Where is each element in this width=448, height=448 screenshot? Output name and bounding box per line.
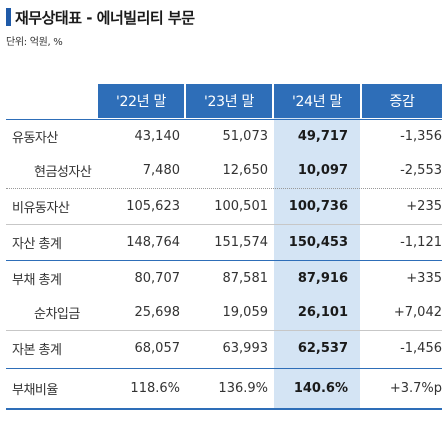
cell-2022: 25,698 <box>134 304 181 320</box>
cell-change: -1,456 <box>400 340 442 356</box>
section-divider <box>6 368 442 369</box>
cell-2023: 51,073 <box>222 128 269 144</box>
title-block: 재무상태표 - 에너빌리티 부문 <box>6 7 195 27</box>
row-divider <box>6 330 442 331</box>
cell-change: -2,553 <box>400 162 442 178</box>
title-accent-bar <box>6 8 11 26</box>
cell-2024: 100,736 <box>288 198 348 214</box>
table-row: 부채비율 118.6% 136.9% 140.6% +3.7%p <box>6 371 442 405</box>
cell-2023: 87,581 <box>222 270 269 286</box>
cell-2022: 68,057 <box>134 340 181 356</box>
cell-2023: 63,993 <box>222 340 269 356</box>
column-header-2023: '23년 말 <box>186 84 272 118</box>
cell-2022: 148,764 <box>126 234 180 250</box>
header-divider <box>6 119 442 120</box>
table-row: 부채 총계 80,707 87,581 87,916 +335 <box>6 261 442 295</box>
table-row: 유동자산 43,140 51,073 49,717 -1,356 <box>6 119 442 153</box>
row-label: 현금성자산 <box>34 164 92 180</box>
cell-2023: 136.9% <box>218 380 268 396</box>
cell-2022: 105,623 <box>126 198 180 214</box>
column-header-2024: '24년 말 <box>274 84 360 118</box>
page-title: 재무상태표 - 에너빌리티 부문 <box>15 8 195 27</box>
section-divider <box>6 260 442 261</box>
cell-2024: 140.6% <box>293 380 348 396</box>
cell-change: +335 <box>406 270 442 286</box>
cell-2024: 26,101 <box>297 304 348 320</box>
cell-2024: 10,097 <box>297 162 348 178</box>
table-row: 비유동자산 105,623 100,501 100,736 +235 <box>6 189 442 223</box>
table-bottom-border <box>6 408 442 410</box>
cell-change: +3.7%p <box>389 380 442 396</box>
row-label: 유동자산 <box>12 130 58 146</box>
current-year-highlight <box>274 118 360 410</box>
cell-change: +7,042 <box>393 304 442 320</box>
cell-2024: 62,537 <box>297 340 348 356</box>
cell-2024: 49,717 <box>297 128 348 144</box>
cell-change: -1,356 <box>400 128 442 144</box>
cell-2023: 151,574 <box>214 234 268 250</box>
unit-note: 단위: 억원, % <box>6 37 63 48</box>
row-label: 부채 총계 <box>12 272 62 288</box>
column-header-2022: '22년 말 <box>98 84 184 118</box>
cell-2023: 19,059 <box>222 304 269 320</box>
cell-2022: 43,140 <box>134 128 181 144</box>
row-label: 순차입금 <box>34 306 80 322</box>
cell-2022: 7,480 <box>142 162 180 178</box>
row-label: 부채비율 <box>12 382 58 398</box>
cell-change: +235 <box>406 198 442 214</box>
row-divider <box>6 188 442 189</box>
cell-2022: 118.6% <box>130 380 180 396</box>
cell-2023: 12,650 <box>222 162 269 178</box>
cell-change: -1,121 <box>400 234 442 250</box>
cell-2024: 87,916 <box>297 270 348 286</box>
table-row: 순차입금 25,698 19,059 26,101 +7,042 <box>6 295 442 329</box>
table-row: 자본 총계 68,057 63,993 62,537 -1,456 <box>6 331 442 365</box>
row-label: 자산 총계 <box>12 236 62 252</box>
cell-2023: 100,501 <box>214 198 268 214</box>
row-divider <box>6 224 442 225</box>
table-row: 현금성자산 7,480 12,650 10,097 -2,553 <box>6 153 442 187</box>
cell-2022: 80,707 <box>134 270 181 286</box>
column-header-change: 증감 <box>362 84 442 118</box>
cell-2024: 150,453 <box>288 234 348 250</box>
table-row: 자산 총계 148,764 151,574 150,453 -1,121 <box>6 225 442 259</box>
row-label: 자본 총계 <box>12 342 62 358</box>
row-label: 비유동자산 <box>12 200 70 216</box>
